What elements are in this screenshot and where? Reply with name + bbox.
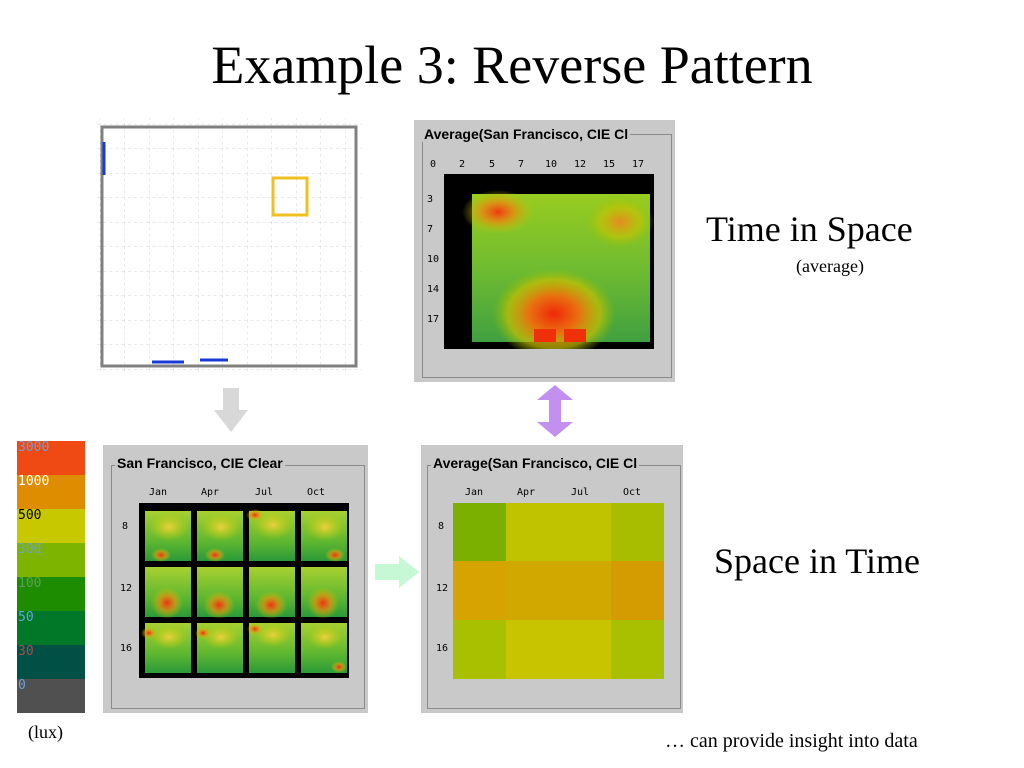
month-label: Jul bbox=[255, 487, 274, 498]
x-tick: 7 bbox=[518, 159, 525, 170]
hour-labels: 8 12 16 bbox=[120, 515, 140, 665]
legend-swatch: 30 bbox=[17, 645, 85, 679]
legend-swatch: 300 bbox=[17, 543, 85, 577]
hour-label: 8 bbox=[438, 521, 445, 532]
average-time-cell bbox=[453, 561, 506, 621]
hour-label: 16 bbox=[436, 643, 449, 654]
y-tick: 3 bbox=[427, 194, 434, 205]
month-label: Oct bbox=[623, 487, 642, 498]
y-tick: 17 bbox=[427, 314, 440, 325]
y-tick: 10 bbox=[427, 254, 440, 265]
average-time-cell bbox=[505, 619, 559, 679]
average-time-grid bbox=[453, 503, 664, 679]
legend-swatch: 3000 bbox=[17, 441, 85, 475]
cell-row-3 bbox=[141, 623, 347, 673]
cell-row-1 bbox=[145, 509, 347, 562]
sensor-square bbox=[271, 176, 309, 217]
sf-heatmap-grid bbox=[139, 503, 349, 678]
month-label: Apr bbox=[201, 487, 220, 498]
hour-label: 12 bbox=[120, 583, 133, 594]
average-space-panel: Average(San Francisco, CIE Cl 0 2 5 7 10… bbox=[414, 120, 675, 382]
y-axis-ticks: 3 7 10 14 17 bbox=[427, 190, 447, 330]
average-time-cell bbox=[558, 561, 611, 621]
x-tick: 17 bbox=[632, 159, 645, 170]
legend-swatch: 50 bbox=[17, 611, 85, 645]
time-in-space-sublabel: (average) bbox=[796, 256, 864, 276]
x-tick: 15 bbox=[603, 159, 616, 170]
average-time-cell bbox=[558, 619, 611, 679]
hour-label: 8 bbox=[122, 521, 129, 532]
double-arrow bbox=[537, 385, 573, 437]
y-tick: 14 bbox=[427, 284, 440, 295]
legend-swatch: 0 bbox=[17, 679, 85, 713]
y-tick: 7 bbox=[427, 224, 434, 235]
x-tick: 2 bbox=[459, 159, 466, 170]
hour-label: 12 bbox=[436, 583, 449, 594]
month-label: Apr bbox=[517, 487, 536, 498]
month-label: Jan bbox=[149, 487, 168, 498]
month-labels: Jan Apr Jul Oct bbox=[461, 487, 681, 501]
month-labels: Jan Apr Jul Oct bbox=[143, 487, 363, 501]
average-time-cell bbox=[610, 619, 664, 679]
average-time-cell bbox=[453, 503, 506, 562]
average-time-cell bbox=[558, 503, 611, 562]
x-tick: 12 bbox=[574, 159, 587, 170]
down-arrow bbox=[214, 388, 248, 432]
hour-labels: 8 12 16 bbox=[436, 515, 456, 665]
cell-row-2 bbox=[145, 567, 347, 619]
legend-swatch: 100 bbox=[17, 577, 85, 611]
sf-grid-panel: San Francisco, CIE Clear Jan Apr Jul Oct… bbox=[103, 445, 368, 713]
footnote: … can provide insight into data bbox=[665, 730, 918, 752]
x-tick: 10 bbox=[545, 159, 558, 170]
average-time-cell bbox=[610, 561, 664, 621]
slide-title: Example 3: Reverse Pattern bbox=[211, 35, 813, 95]
month-label: Oct bbox=[307, 487, 326, 498]
time-in-space-label: Time in Space bbox=[706, 209, 913, 249]
sf-grid-title: San Francisco, CIE Clear bbox=[115, 455, 285, 471]
x-tick: 0 bbox=[430, 159, 437, 170]
legend-swatch: 1000 bbox=[17, 475, 85, 509]
month-label: Jan bbox=[465, 487, 484, 498]
average-time-panel: Average(San Francisco, CIE Cl Jan Apr Ju… bbox=[421, 445, 683, 713]
hour-label: 16 bbox=[120, 643, 133, 654]
right-arrow bbox=[375, 556, 419, 588]
floor-plan bbox=[94, 118, 362, 374]
unit-label: (lux) bbox=[28, 722, 63, 742]
average-time-cell bbox=[453, 619, 506, 679]
average-time-cell bbox=[610, 503, 664, 562]
x-tick: 5 bbox=[489, 159, 496, 170]
average-time-cell bbox=[505, 561, 559, 621]
average-space-title: Average(San Francisco, CIE Cl bbox=[422, 126, 631, 142]
x-axis-ticks: 0 2 5 7 10 12 15 17 bbox=[428, 159, 668, 173]
month-label: Jul bbox=[571, 487, 590, 498]
room-outline bbox=[100, 125, 358, 368]
legend-swatch: 500 bbox=[17, 509, 85, 543]
lux-legend: 3000 1000 500 300 100 50 30 0 bbox=[17, 441, 85, 713]
average-space-heatmap bbox=[444, 174, 654, 349]
average-time-cell bbox=[505, 503, 559, 562]
average-time-title: Average(San Francisco, CIE Cl bbox=[431, 455, 640, 471]
space-in-time-label: Space in Time bbox=[714, 541, 921, 581]
